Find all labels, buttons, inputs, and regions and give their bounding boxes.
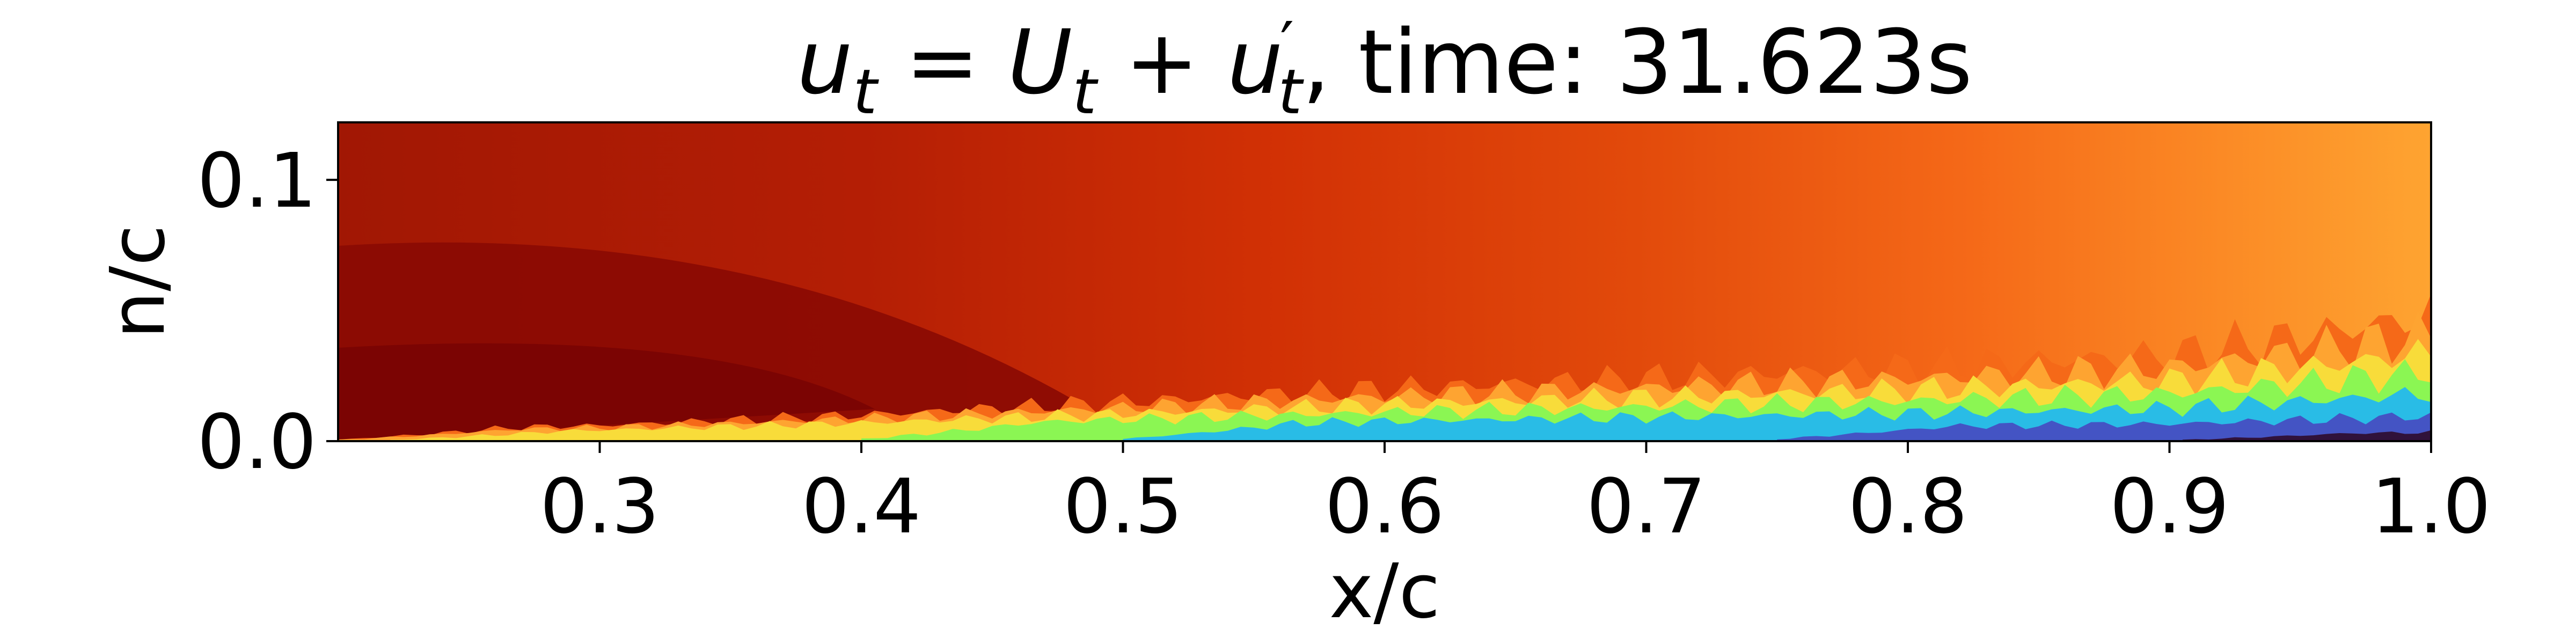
x-axis: 0.3 0.4 0.5 0.6 0.7 0.8 0.9 1.0 <box>540 441 2491 551</box>
x-tick-label: 0.4 <box>802 463 921 551</box>
x-axis-label: x/c <box>1329 548 1440 635</box>
x-tick-label: 0.6 <box>1325 463 1445 551</box>
x-tick-label: 0.3 <box>540 463 660 551</box>
y-axis-label: n/c <box>94 225 182 339</box>
x-tick-label: 0.9 <box>2110 463 2229 551</box>
x-tick-label: 1.0 <box>2372 463 2491 551</box>
boundary-layer-band <box>2182 430 2431 441</box>
flow-field <box>338 122 2431 441</box>
x-tick-label: 0.5 <box>1063 463 1183 551</box>
x-tick-label: 0.8 <box>1848 463 1968 551</box>
boundary-layer-band <box>1777 412 2431 441</box>
y-axis: 0.0 0.1 <box>197 137 338 486</box>
y-tick-label: 0.1 <box>197 137 317 225</box>
chart-title: ut = Ut + u′t, time: 31.623s <box>796 9 1973 128</box>
y-tick-label: 0.0 <box>197 399 317 486</box>
x-tick-label: 0.7 <box>1586 463 1706 551</box>
